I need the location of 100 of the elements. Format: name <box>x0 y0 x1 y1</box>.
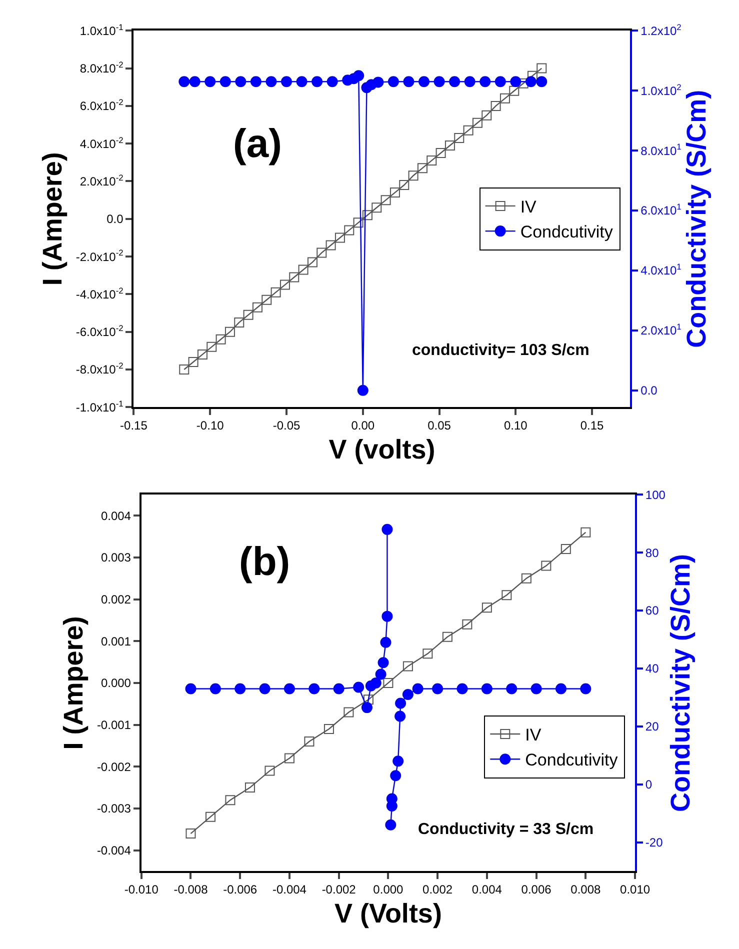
point <box>426 156 437 166</box>
y-tick-label: -0.002 <box>96 760 132 774</box>
annotation: (a) <box>233 122 282 166</box>
x-tick-label: 0.00 <box>351 418 375 433</box>
x-tick-label: 0.10 <box>504 418 528 433</box>
y-tick-label: -0.004 <box>96 843 132 858</box>
point <box>289 272 300 282</box>
legend-label: IV <box>520 198 538 217</box>
point <box>280 280 290 290</box>
point <box>462 619 472 630</box>
point <box>494 76 506 88</box>
y2-tick-label: 4.0x10$^{1}$ <box>640 262 682 278</box>
point <box>580 527 591 538</box>
y-axis-title: I (Ampere) <box>58 616 88 750</box>
point <box>284 753 294 764</box>
y-tick-label: -0.003 <box>96 802 132 816</box>
point <box>353 70 364 82</box>
point <box>530 683 542 694</box>
y2-tick-label: 1.0x10$^{2}$ <box>640 82 682 98</box>
y2-tick-label: 60 <box>645 604 660 618</box>
x-tick-label: 0.000 <box>373 882 404 897</box>
y-tick-label: -2.0x10$^{-2}$ <box>76 248 124 264</box>
point <box>259 683 270 694</box>
legend-label: Condcutivity <box>520 222 614 242</box>
point <box>372 202 382 213</box>
x-axis-title: V (Volts) <box>334 898 442 929</box>
point <box>284 683 295 694</box>
point <box>382 524 393 535</box>
point <box>449 76 460 88</box>
y-tick-label: -0.001 <box>96 718 132 732</box>
point <box>304 736 314 747</box>
point <box>408 170 418 181</box>
y2-axis-title: Conductivity (S/Cm) <box>666 554 696 812</box>
point <box>390 188 400 198</box>
point <box>510 76 522 88</box>
point <box>580 683 592 694</box>
point <box>500 93 510 104</box>
point <box>436 148 446 158</box>
point <box>370 677 382 688</box>
y2-tick-label: 100 <box>645 488 666 502</box>
point <box>189 76 200 88</box>
y-tick-label: 0.000 <box>100 676 132 690</box>
legend-label: IV <box>525 726 542 745</box>
point <box>224 326 235 337</box>
point <box>555 683 566 694</box>
point <box>362 210 372 220</box>
y-tick-label: 0.002 <box>100 592 132 606</box>
point <box>506 683 518 694</box>
point <box>509 86 520 96</box>
point <box>220 76 231 88</box>
x-axis-title: V (volts) <box>328 434 436 464</box>
point <box>380 636 392 648</box>
point <box>197 349 208 360</box>
y2-tick-label: 6.0x10$^{1}$ <box>640 202 682 218</box>
point <box>382 610 393 622</box>
point <box>210 683 221 694</box>
point <box>482 110 492 120</box>
point <box>418 76 430 88</box>
x-tick-label: 0.010 <box>620 882 650 897</box>
point <box>394 710 406 722</box>
y-tick-label: 0.0 <box>106 212 124 226</box>
y-tick-label: 0.004 <box>100 508 132 523</box>
point <box>403 76 414 88</box>
point <box>296 76 308 88</box>
point <box>536 63 547 74</box>
x-tick-label: -0.006 <box>223 882 258 897</box>
x-tick-label: -0.05 <box>272 418 300 433</box>
point <box>185 683 196 694</box>
point <box>422 648 433 659</box>
y-tick-label: 2.0x10$^{-2}$ <box>80 172 124 188</box>
point <box>333 683 344 694</box>
point <box>464 76 476 88</box>
point <box>244 782 255 793</box>
point <box>521 573 532 584</box>
point <box>243 310 254 320</box>
point <box>205 812 216 822</box>
point <box>502 590 512 600</box>
y2-tick-label: 80 <box>645 546 660 560</box>
y-tick-label: -6.0x10$^{-2}$ <box>76 323 124 340</box>
point <box>266 76 277 88</box>
y-tick-label: 0.003 <box>100 550 132 565</box>
point <box>206 342 217 352</box>
y2-tick-label: 40 <box>645 662 660 676</box>
point <box>402 689 414 700</box>
x-tick-label: -0.002 <box>322 882 356 897</box>
y-tick-label: 4.0x10$^{-2}$ <box>80 134 124 151</box>
point <box>308 683 320 694</box>
point <box>234 683 246 694</box>
y-tick-label: 6.0x10$^{-2}$ <box>80 97 124 114</box>
point <box>344 225 354 236</box>
point <box>375 668 386 680</box>
y-tick-label: -4.0x10$^{-2}$ <box>76 285 124 302</box>
point <box>527 70 538 81</box>
y2-tick-label: -20 <box>645 835 664 850</box>
legend-label: Condcutivity <box>525 750 618 770</box>
point <box>395 698 406 709</box>
point <box>216 334 226 344</box>
point <box>324 724 334 734</box>
point <box>316 248 327 258</box>
point <box>281 76 292 88</box>
